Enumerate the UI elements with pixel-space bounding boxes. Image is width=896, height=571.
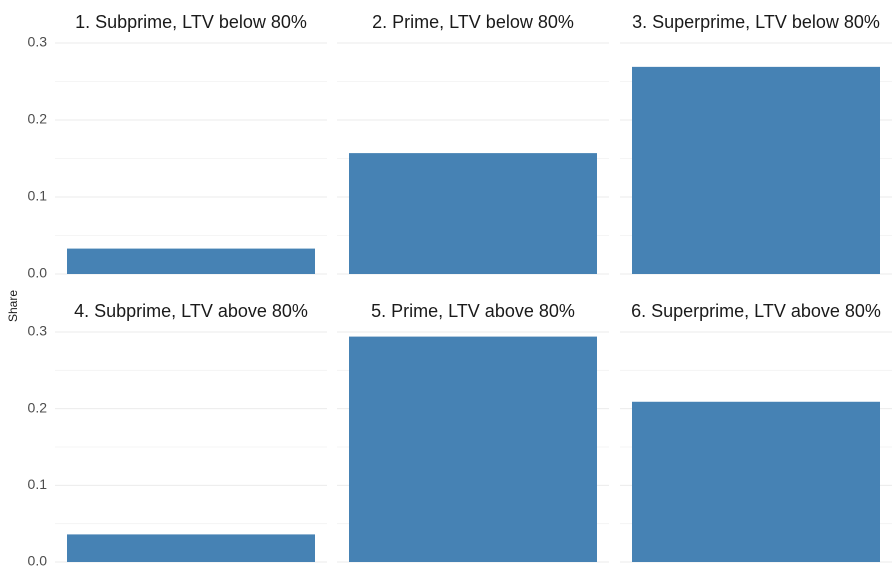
bar [349, 153, 597, 274]
bar [67, 534, 315, 562]
y-tick-label: 0.1 [28, 476, 48, 492]
y-tick-label: 0.2 [28, 111, 48, 127]
panel-title: 6. Superprime, LTV above 80% [631, 301, 881, 321]
panel-title: 4. Subprime, LTV above 80% [74, 301, 308, 321]
bar [632, 66, 880, 275]
y-tick-label: 0.2 [28, 399, 48, 415]
panel-title: 3. Superprime, LTV below 80% [632, 12, 880, 32]
y-tick-label: 0.0 [28, 265, 48, 281]
y-tick-label: 0.3 [28, 323, 48, 339]
bar [349, 336, 597, 562]
y-axis-label: Share [6, 290, 20, 322]
bar [632, 401, 880, 562]
panel-title: 1. Subprime, LTV below 80% [75, 12, 307, 32]
y-tick-label: 0.0 [28, 553, 48, 569]
bar [67, 248, 315, 274]
y-tick-label: 0.3 [28, 34, 48, 50]
panel-title: 5. Prime, LTV above 80% [371, 301, 575, 321]
y-tick-label: 0.1 [28, 188, 48, 204]
panel-title: 2. Prime, LTV below 80% [372, 12, 574, 32]
